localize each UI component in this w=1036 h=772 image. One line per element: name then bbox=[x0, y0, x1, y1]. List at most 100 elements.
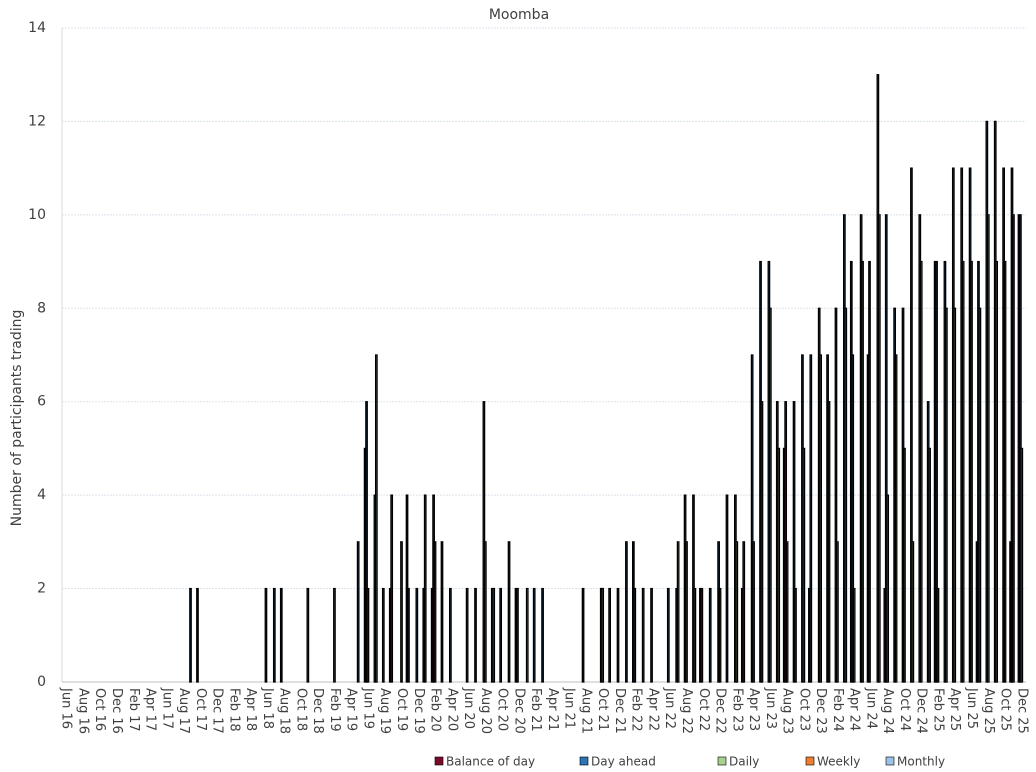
y-tick-label: 0 bbox=[37, 674, 46, 690]
bar bbox=[936, 587, 940, 683]
bar bbox=[700, 587, 704, 683]
x-tick-label: Dec 18 bbox=[310, 688, 325, 734]
x-tick-label: Jun 23 bbox=[763, 687, 778, 729]
x-tick-label: Dec 19 bbox=[411, 688, 426, 734]
y-tick-label: 4 bbox=[37, 487, 46, 503]
x-tick-label: Aug 21 bbox=[578, 688, 593, 734]
x-tick-label: Aug 16 bbox=[75, 688, 90, 734]
bar bbox=[935, 260, 938, 683]
y-axis-label: Number of participants trading bbox=[9, 310, 25, 527]
bar bbox=[910, 167, 913, 683]
bar bbox=[802, 447, 806, 683]
bar bbox=[601, 587, 605, 683]
bar bbox=[768, 307, 772, 683]
bar bbox=[986, 214, 990, 683]
legend-label: Balance of day bbox=[446, 755, 535, 769]
x-tick-label: Aug 19 bbox=[377, 688, 392, 734]
x-tick-label: Dec 23 bbox=[813, 688, 828, 734]
bar bbox=[725, 494, 729, 683]
bar bbox=[809, 354, 813, 683]
bar bbox=[794, 587, 797, 683]
bar bbox=[423, 494, 427, 683]
bar bbox=[433, 541, 437, 683]
bar bbox=[884, 214, 888, 683]
bar bbox=[279, 587, 283, 683]
bar bbox=[483, 541, 487, 683]
bar bbox=[264, 587, 268, 683]
x-tick-label: Apr 25 bbox=[947, 688, 962, 731]
bar bbox=[752, 541, 755, 683]
bar bbox=[750, 354, 754, 683]
x-tick-label: Jun 20 bbox=[461, 687, 476, 729]
bar bbox=[844, 307, 848, 683]
bar bbox=[718, 587, 722, 683]
x-tick-label: Oct 25 bbox=[998, 688, 1013, 731]
x-tick-label: Apr 21 bbox=[545, 688, 560, 731]
bar bbox=[970, 260, 973, 683]
bar bbox=[625, 541, 628, 683]
x-tick-label: Oct 23 bbox=[796, 688, 811, 731]
bar bbox=[366, 587, 370, 683]
bar bbox=[861, 260, 864, 683]
x-tick-label: Apr 24 bbox=[847, 688, 862, 731]
x-tick-label: Feb 19 bbox=[327, 688, 342, 732]
x-tick-label: Oct 19 bbox=[394, 688, 409, 731]
legend-swatch bbox=[579, 756, 589, 766]
chart-title: Moomba bbox=[489, 7, 549, 23]
bar bbox=[852, 587, 856, 683]
bar bbox=[474, 587, 477, 683]
y-tick-label: 8 bbox=[37, 300, 46, 316]
bar bbox=[608, 587, 611, 683]
x-tick-label: Oct 22 bbox=[696, 688, 711, 731]
bar bbox=[356, 541, 360, 683]
bar bbox=[415, 587, 419, 683]
bar bbox=[306, 587, 310, 683]
bar bbox=[400, 541, 403, 683]
x-tick-label: Dec 25 bbox=[1014, 688, 1029, 734]
x-tick-label: Apr 17 bbox=[143, 688, 158, 731]
x-tick-label: Apr 20 bbox=[444, 688, 459, 731]
legend-label: Daily bbox=[729, 755, 759, 769]
bar bbox=[333, 587, 336, 683]
x-tick-label: Dec 17 bbox=[210, 688, 225, 734]
bar bbox=[196, 587, 199, 683]
bar bbox=[735, 541, 739, 683]
x-tick-label: Dec 21 bbox=[612, 688, 627, 734]
bar bbox=[507, 541, 511, 683]
x-tick-label: Oct 16 bbox=[92, 688, 107, 731]
x-tick-label: Aug 22 bbox=[679, 688, 694, 734]
bar bbox=[995, 260, 999, 683]
bar bbox=[532, 587, 536, 683]
bar bbox=[894, 354, 898, 683]
bar bbox=[449, 587, 452, 683]
x-tick-label: Feb 22 bbox=[629, 688, 644, 732]
x-tick-label: Apr 19 bbox=[344, 688, 359, 731]
bar bbox=[792, 401, 796, 683]
bar bbox=[928, 447, 931, 683]
bar bbox=[440, 541, 444, 683]
x-tick-label: Oct 18 bbox=[293, 688, 308, 731]
x-tick-label: Dec 20 bbox=[511, 688, 526, 734]
bar bbox=[666, 587, 670, 683]
bar bbox=[1003, 260, 1007, 683]
legend-label: Monthly bbox=[897, 755, 945, 769]
x-tick-label: Feb 18 bbox=[226, 688, 241, 732]
x-tick-label: Aug 18 bbox=[277, 688, 292, 734]
bar bbox=[708, 587, 712, 683]
bar bbox=[407, 587, 410, 683]
bar bbox=[777, 447, 781, 683]
x-tick-label: Jun 16 bbox=[59, 687, 74, 729]
x-tick-label: Jun 24 bbox=[863, 687, 878, 729]
x-tick-label: Oct 21 bbox=[595, 688, 610, 731]
x-tick-label: Dec 24 bbox=[914, 688, 929, 734]
bar bbox=[693, 587, 697, 683]
x-tick-label: Jun 19 bbox=[360, 687, 375, 729]
y-tick-label: 10 bbox=[28, 207, 46, 223]
bar bbox=[499, 587, 503, 683]
bar bbox=[685, 541, 688, 683]
bar bbox=[953, 307, 957, 683]
bar bbox=[819, 354, 822, 683]
bar bbox=[541, 587, 544, 683]
bar bbox=[836, 541, 839, 683]
